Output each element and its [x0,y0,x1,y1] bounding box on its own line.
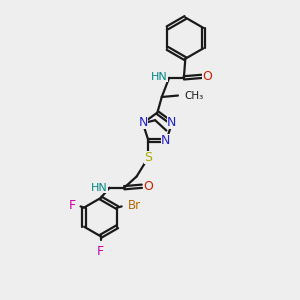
Text: N: N [167,116,176,129]
Text: F: F [69,199,76,212]
Text: Br: Br [128,199,141,212]
Text: CH₃: CH₃ [184,91,204,100]
Text: S: S [144,152,152,164]
Text: N: N [139,116,148,129]
Text: N: N [161,134,170,147]
Text: HN: HN [151,72,168,82]
Text: F: F [97,244,104,257]
Text: O: O [143,180,153,193]
Text: O: O [202,70,212,83]
Text: HN: HN [91,183,108,193]
